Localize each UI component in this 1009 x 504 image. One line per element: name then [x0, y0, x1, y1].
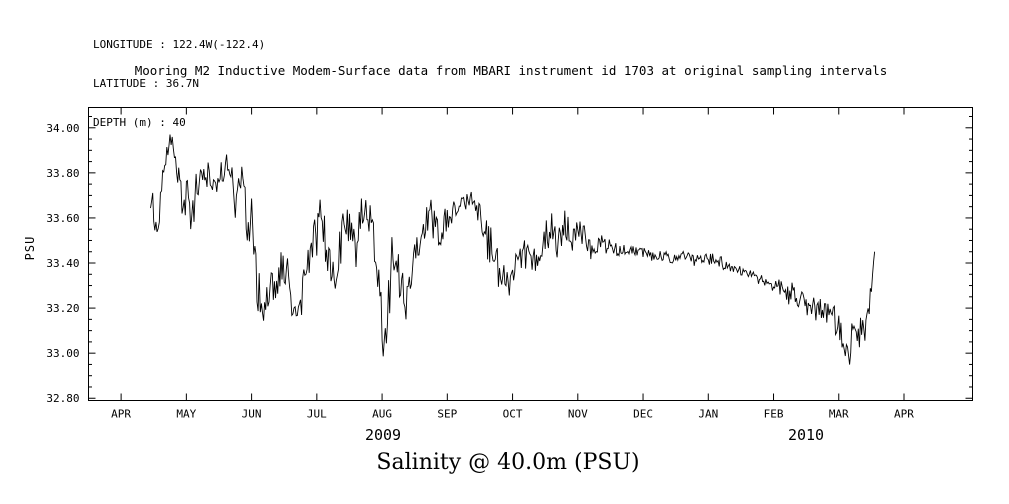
y-tick-label: 33.40: [46, 257, 79, 270]
x-tick-label: JUL: [307, 408, 327, 421]
x-tick-label: OCT: [503, 408, 523, 421]
depth-label: DEPTH (m) : 40: [93, 116, 186, 129]
y-tick-label: 34.00: [46, 122, 79, 135]
x-tick-label: JUN: [242, 408, 262, 421]
x-tick-label: APR: [111, 408, 131, 421]
y-tick-label: 33.00: [46, 347, 79, 360]
x-tick-label: FEB: [764, 408, 784, 421]
x-tick-label: NOV: [568, 408, 588, 421]
x-tick-label: AUG: [372, 408, 392, 421]
year-label-2009: 2009: [364, 426, 402, 444]
y-tick-label: 33.20: [46, 302, 79, 315]
salinity-series-line: [150, 134, 876, 365]
plot-title: Mooring M2 Inductive Modem-Surface data …: [134, 63, 888, 78]
x-tick-label: APR: [894, 408, 914, 421]
x-tick-label: JAN: [698, 408, 718, 421]
x-tick-label: MAR: [829, 408, 849, 421]
latitude-label: LATITUDE : 36.7N: [93, 77, 199, 90]
x-tick-label: MAY: [176, 408, 196, 421]
plot-metadata-block: LONGITUDE : 122.4W(-122.4) LATITUDE : 36…: [93, 12, 265, 155]
y-tick-label: 33.80: [46, 167, 79, 180]
longitude-label: LONGITUDE : 122.4W(-122.4): [93, 38, 266, 51]
x-tick-label: DEC: [633, 408, 653, 421]
figure-caption: Salinity @ 40.0m (PSU): [376, 450, 640, 475]
y-tick-label: 32.80: [46, 392, 79, 405]
y-tick-label: 33.60: [46, 212, 79, 225]
year-label-2010: 2010: [787, 426, 825, 444]
plot-frame: [88, 107, 973, 401]
x-tick-label: SEP: [437, 408, 457, 421]
